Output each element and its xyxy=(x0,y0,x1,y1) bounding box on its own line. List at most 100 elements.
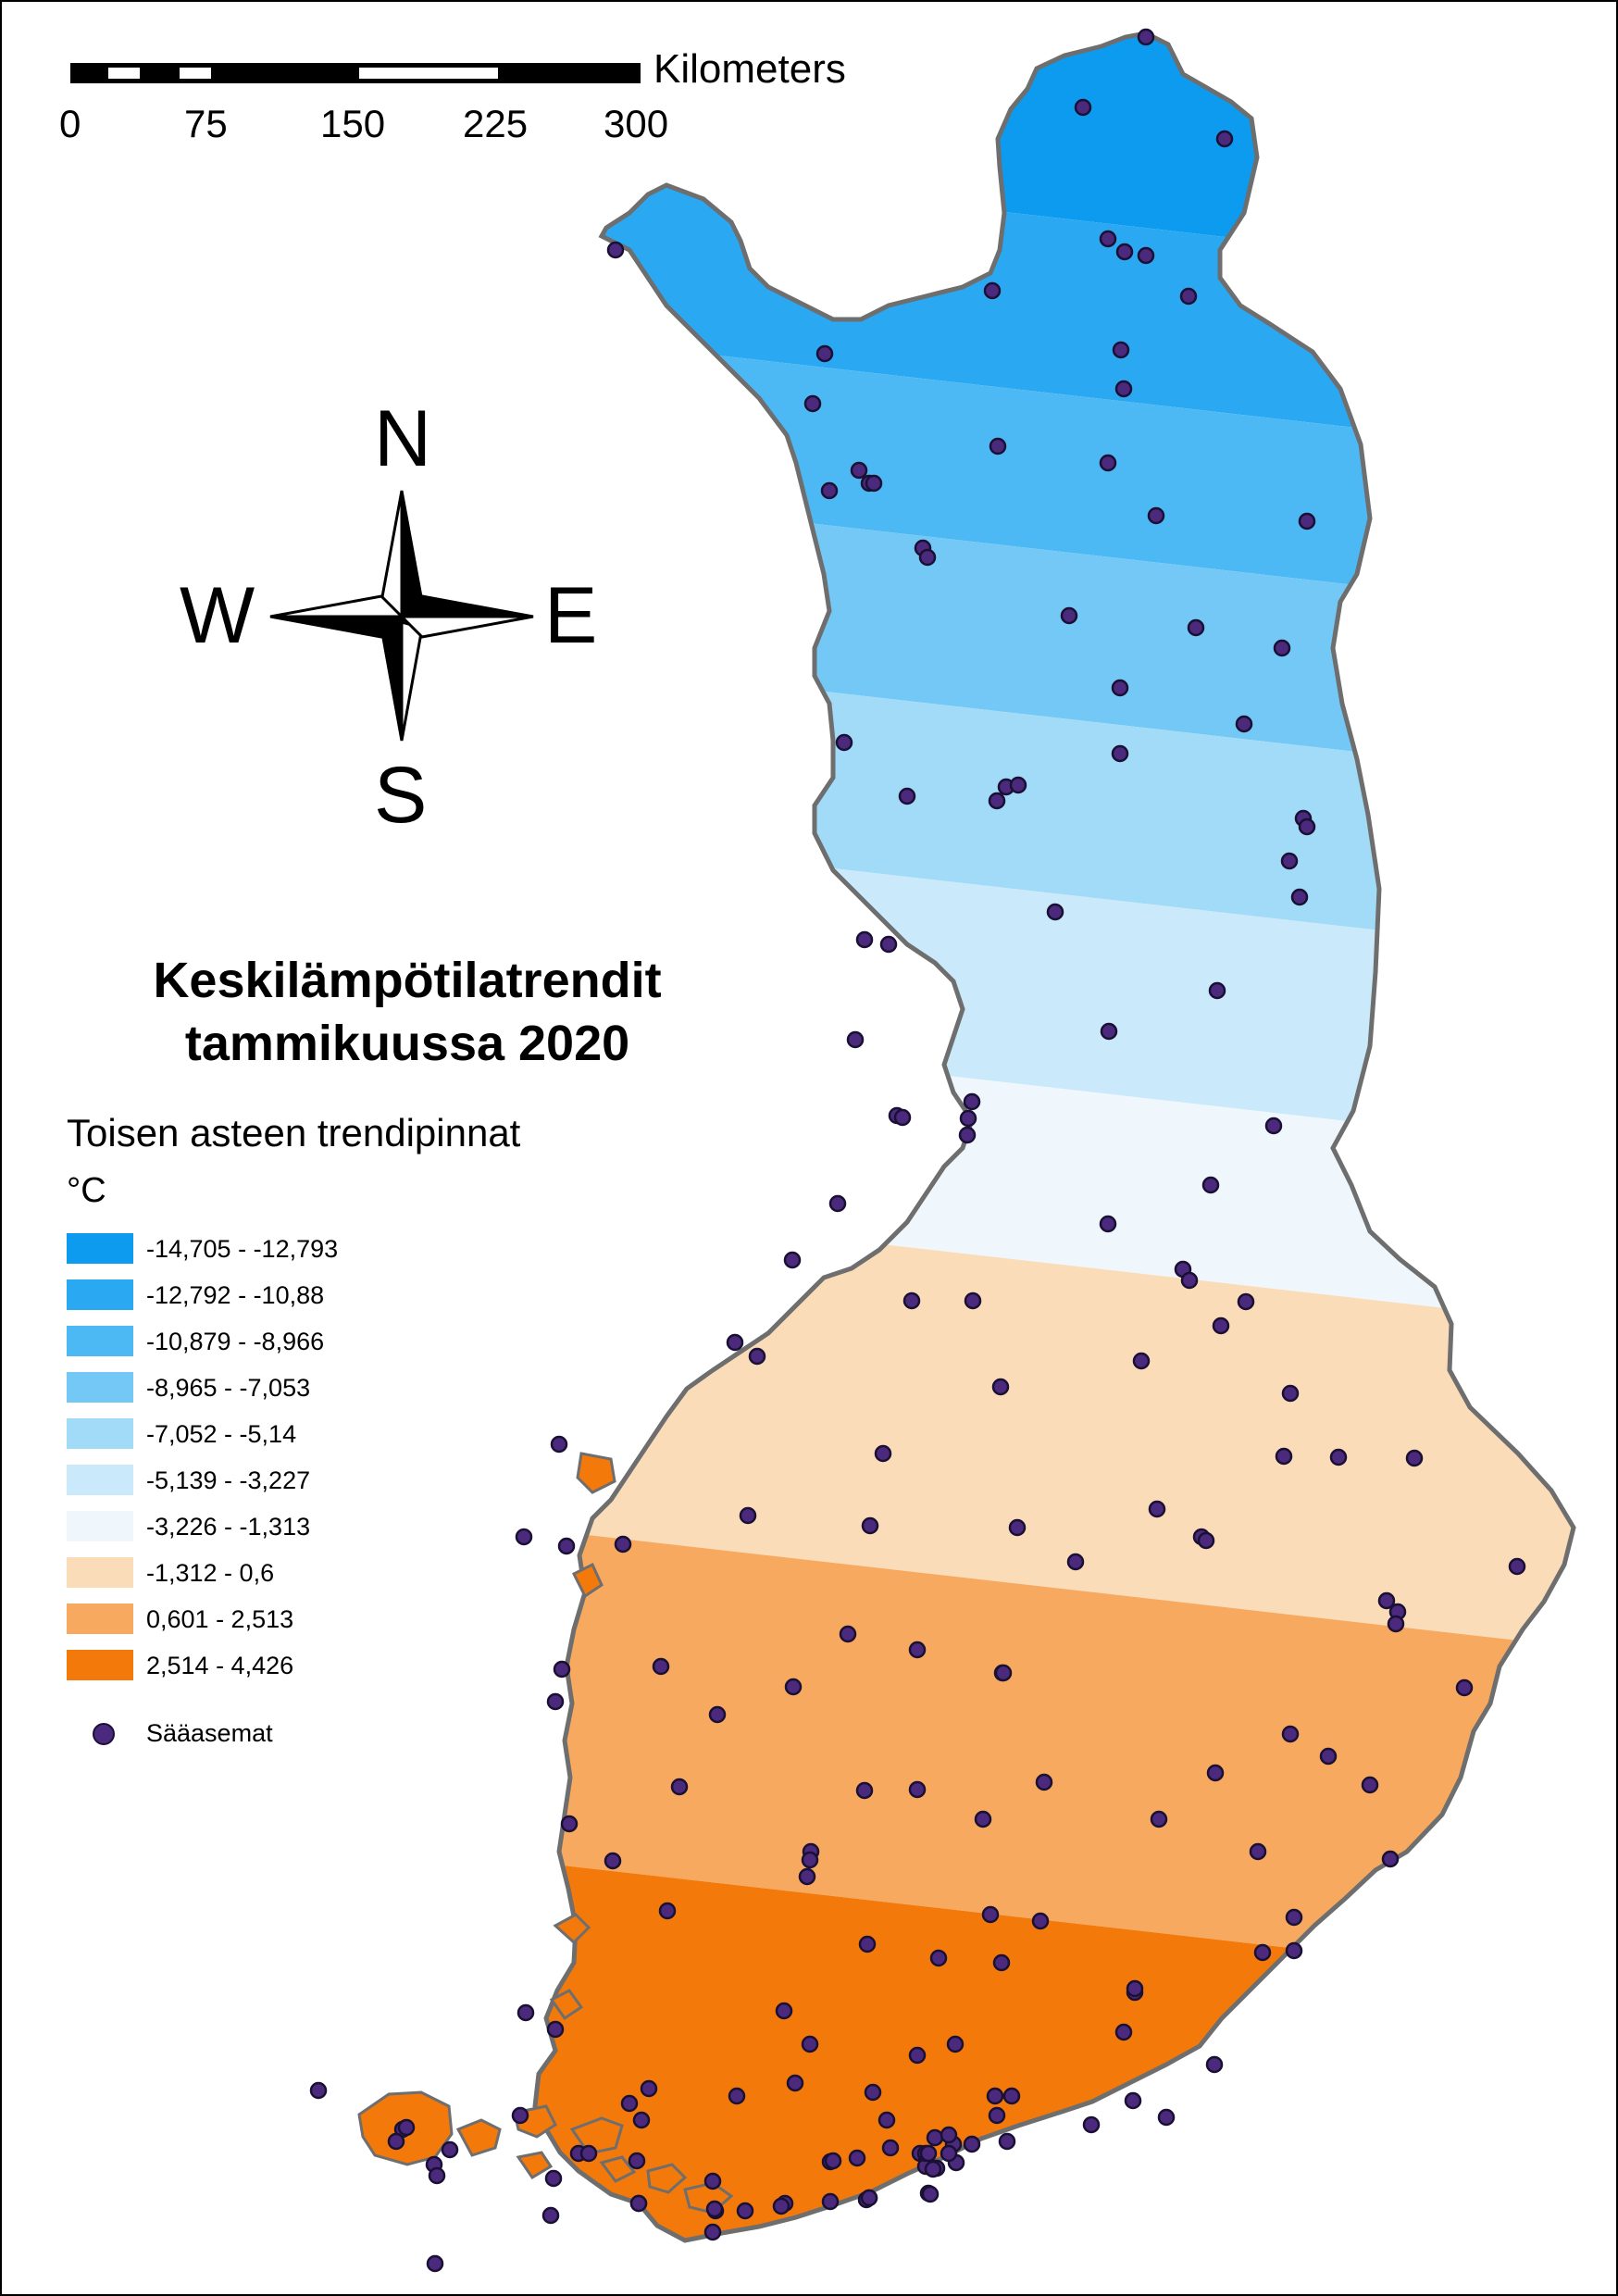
weather-station xyxy=(1381,1850,1400,1868)
weather-station xyxy=(1281,1384,1300,1403)
weather-station xyxy=(387,2132,405,2151)
weather-station xyxy=(1455,1678,1474,1697)
weather-station xyxy=(1157,2108,1176,2127)
legend-swatch xyxy=(67,1650,133,1680)
weather-station xyxy=(1285,1941,1303,1960)
weather-station xyxy=(918,548,937,567)
weather-station xyxy=(309,2081,328,2100)
compass-north-label: N xyxy=(374,394,432,483)
compass-east-label: E xyxy=(544,571,598,660)
weather-station xyxy=(1137,28,1155,46)
weather-station xyxy=(397,2118,416,2137)
weather-station xyxy=(670,1778,689,1796)
weather-station xyxy=(1298,512,1316,530)
weather-station xyxy=(726,1333,744,1352)
weather-station xyxy=(820,481,839,500)
weather-station xyxy=(1405,1449,1424,1467)
weather-station xyxy=(846,1030,865,1049)
weather-station xyxy=(1387,1615,1405,1633)
weather-station xyxy=(824,2152,842,2170)
weather-station xyxy=(1237,1292,1255,1311)
legend-class-label: -5,139 - -3,227 xyxy=(146,1466,311,1494)
scale-tick-300: 300 xyxy=(604,102,669,145)
weather-station xyxy=(1298,817,1316,836)
scale-tick-225: 225 xyxy=(463,102,529,145)
legend-swatch xyxy=(67,1557,133,1588)
map-title-line-1: Keskilämpötilatrendit xyxy=(153,953,662,1008)
legend-class-label: -7,052 - -5,14 xyxy=(146,1420,297,1448)
weather-station xyxy=(728,2087,746,2105)
legend-class-label: 0,601 - 2,513 xyxy=(146,1605,294,1633)
weather-station xyxy=(991,1378,1010,1396)
weather-station xyxy=(865,474,883,493)
weather-station xyxy=(579,2144,598,2163)
weather-station xyxy=(855,930,874,949)
weather-station xyxy=(839,1625,857,1643)
weather-station xyxy=(850,461,868,480)
weather-station xyxy=(828,1194,847,1213)
legend-heading: Toisen asteen trendipinnat xyxy=(67,1111,521,1154)
weather-station xyxy=(708,1705,727,1724)
weather-station xyxy=(1099,454,1117,472)
weather-station xyxy=(879,935,898,954)
weather-station xyxy=(983,281,1002,300)
weather-station xyxy=(703,2172,722,2190)
weather-station xyxy=(964,1292,982,1310)
legend-class-label: -3,226 - -1,313 xyxy=(146,1513,311,1541)
weather-station xyxy=(428,2166,446,2185)
weather-station xyxy=(1319,1747,1338,1766)
compass-south-label: S xyxy=(374,751,428,840)
weather-station xyxy=(992,1953,1011,1972)
weather-station xyxy=(783,1251,802,1269)
legend-swatch xyxy=(67,1233,133,1264)
weather-station xyxy=(801,1851,819,1869)
weather-station xyxy=(517,2003,535,2022)
weather-station xyxy=(1280,852,1299,870)
scale-tick-0: 0 xyxy=(59,102,81,145)
weather-station xyxy=(908,2046,927,2065)
legend-unit: °C xyxy=(67,1171,106,1210)
weather-station xyxy=(748,1347,766,1366)
weather-station xyxy=(958,1126,977,1144)
weather-station xyxy=(1253,1943,1272,1962)
weather-station xyxy=(1009,776,1027,794)
weather-station xyxy=(606,241,625,259)
weather-station xyxy=(546,2020,565,2039)
map-title-line-2: tammikuussa 2020 xyxy=(184,1016,630,1071)
weather-station xyxy=(946,2035,965,2053)
weather-station xyxy=(929,1949,948,1967)
weather-station xyxy=(544,2169,563,2188)
weather-station xyxy=(1264,1117,1283,1135)
weather-station xyxy=(864,2083,882,2102)
scale-bar xyxy=(70,63,641,83)
weather-station xyxy=(1187,618,1205,637)
weather-station xyxy=(874,1444,892,1463)
weather-station xyxy=(1111,679,1129,697)
weather-station xyxy=(1082,2115,1101,2134)
weather-station xyxy=(860,2189,878,2207)
weather-station xyxy=(441,2140,459,2159)
weather-station xyxy=(604,1852,622,1870)
weather-station xyxy=(1126,1979,1144,1998)
weather-station xyxy=(772,2197,790,2215)
weather-station xyxy=(815,344,834,363)
legend-swatch xyxy=(67,1511,133,1541)
weather-station xyxy=(988,792,1006,810)
weather-station xyxy=(1114,2023,1133,2041)
weather-station xyxy=(821,2192,840,2211)
weather-station xyxy=(1150,1810,1168,1828)
weather-station xyxy=(919,2144,938,2163)
weather-station xyxy=(1112,341,1130,359)
legend-station-label: Sääasemat xyxy=(146,1719,273,1747)
legend-swatch xyxy=(67,1418,133,1449)
weather-station xyxy=(628,2152,646,2170)
weather-station xyxy=(553,1660,571,1678)
legend-class-label: -1,312 - 0,6 xyxy=(146,1559,275,1587)
weather-station xyxy=(515,1528,533,1546)
weather-station xyxy=(705,2200,724,2218)
legend-class-label: 2,514 - 4,426 xyxy=(146,1652,294,1679)
weather-station xyxy=(855,1781,874,1800)
scale-tick-150: 150 xyxy=(320,102,386,145)
weather-station xyxy=(1111,744,1129,763)
